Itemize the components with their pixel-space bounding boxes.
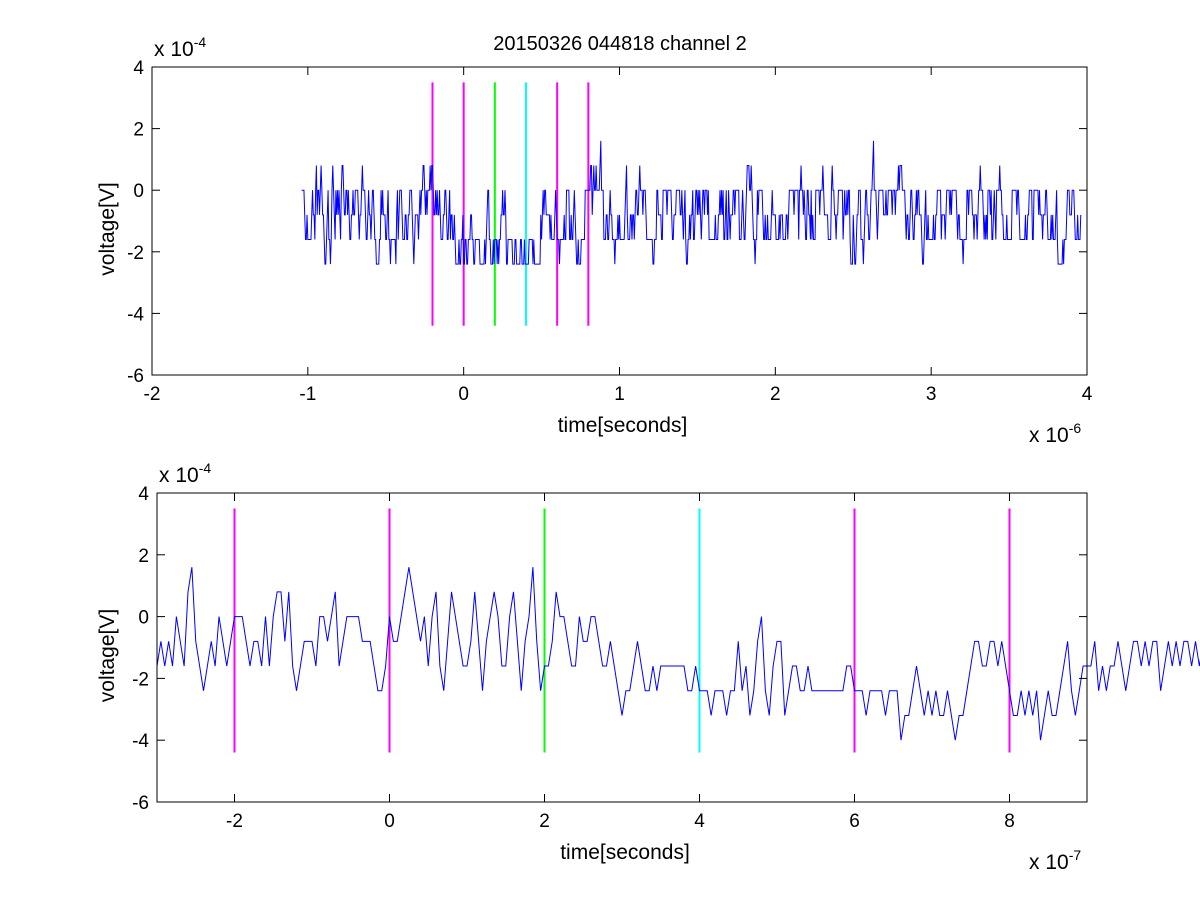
top-signal-line — [301, 140, 1082, 265]
top-y-tick-label-1: -4 — [127, 304, 144, 325]
top-x-tick-label-0: -2 — [144, 384, 161, 405]
top-x-tick-label-3: 1 — [614, 384, 625, 405]
bottom-y-tick-label-2: -2 — [132, 669, 149, 690]
bottom-x-axis-label: time[seconds] — [560, 841, 690, 864]
top-x-tick-label-6: 4 — [1082, 384, 1093, 405]
bottom-x-tick-label-5: 8 — [1004, 811, 1015, 832]
bottom-y-multiplier: x 10-4 — [159, 460, 211, 487]
bottom-tick-group: -2 0 2 4 6 8 -6 -4 -2 0 2 4 — [132, 484, 1087, 832]
top-marker-group — [431, 82, 590, 326]
top-y-tick-label-5: 4 — [133, 58, 144, 79]
bottom-x-tick-label-0: -2 — [226, 811, 243, 832]
bottom-y-tick-label-3: 0 — [138, 608, 149, 629]
top-x-tick-label-5: 3 — [926, 384, 937, 405]
bottom-x-tick-label-4: 6 — [849, 811, 860, 832]
bottom-y-axis-label: voltage[V] — [96, 609, 119, 702]
top-y-tick-label-3: 0 — [133, 181, 144, 202]
bottom-marker-group — [233, 508, 1011, 753]
bottom-x-tick-label-1: 0 — [384, 811, 395, 832]
bottom-y-tick-label-4: 2 — [138, 546, 149, 567]
top-y-multiplier: x 10-4 — [154, 34, 206, 61]
bottom-subplot: -2 0 2 4 6 8 -6 -4 -2 0 2 4 time[seconds] voltage[V… — [96, 460, 1200, 874]
top-x-tick-label-2: 0 — [458, 384, 469, 405]
bottom-axes-box — [156, 492, 1088, 803]
top-y-tick-label-0: -6 — [127, 366, 144, 387]
bottom-x-multiplier: x 10-7 — [1029, 847, 1081, 874]
top-x-tick-label-1: -1 — [299, 384, 316, 405]
top-x-multiplier: x 10-6 — [1029, 420, 1081, 447]
top-x-axis-label: time[seconds] — [558, 414, 688, 437]
bottom-y-tick-label-5: 4 — [138, 484, 149, 505]
top-y-tick-label-4: 2 — [133, 120, 144, 141]
chart-title: 20150326 044818 channel 2 — [493, 33, 747, 55]
top-y-tick-label-2: -2 — [127, 243, 144, 264]
bottom-y-tick-label-1: -4 — [132, 731, 149, 752]
bottom-y-tick-label-0: -6 — [132, 793, 149, 814]
top-x-tick-label-4: 2 — [770, 384, 781, 405]
top-y-axis-label: voltage[V] — [96, 182, 119, 275]
top-tick-group: -2 -1 0 1 2 3 4 -6 -4 -2 0 2 4 — [127, 58, 1093, 405]
bottom-x-tick-label-2: 2 — [539, 811, 550, 832]
bottom-signal-line — [156, 567, 1200, 741]
bottom-x-tick-label-3: 4 — [694, 811, 705, 832]
top-subplot: -2 -1 0 1 2 3 4 -6 -4 -2 0 2 4 time[seconds] voltage… — [96, 34, 1093, 447]
